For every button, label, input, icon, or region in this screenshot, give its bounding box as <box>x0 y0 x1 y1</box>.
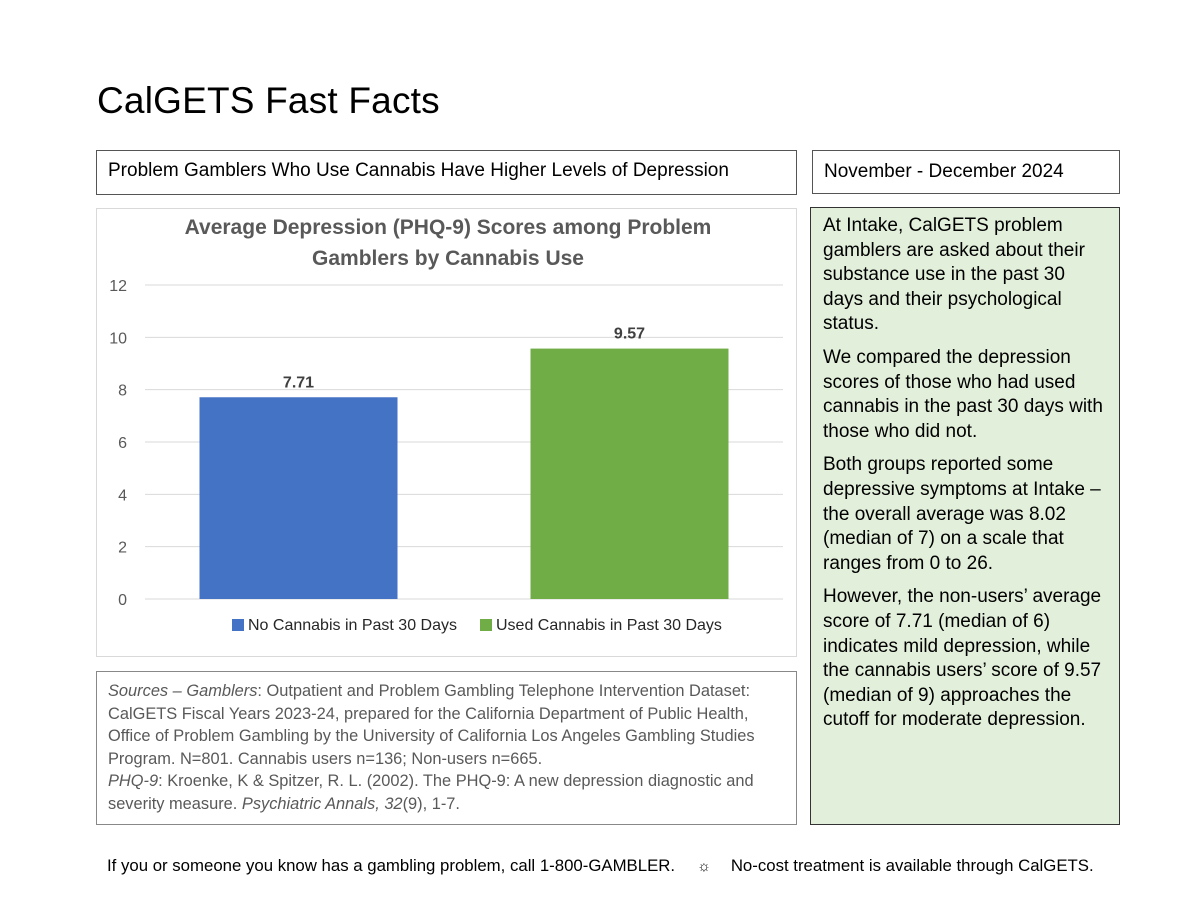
page-title: CalGETS Fast Facts <box>97 80 440 121</box>
summary-paragraph-3: Both groups reported some depressive sym… <box>823 454 1101 574</box>
headline-box: Problem Gamblers Who Use Cannabis Have H… <box>96 150 797 195</box>
legend-label: Used Cannabis in Past 30 Days <box>496 617 722 634</box>
summary-paragraph-2: We compared the depression scores of tho… <box>823 346 1103 442</box>
y-tick-label: 0 <box>118 592 127 609</box>
legend-swatch <box>480 619 492 631</box>
chart-title-line-1: Average Depression (PHQ-9) Scores among … <box>185 216 712 239</box>
data-label: 9.57 <box>614 326 645 343</box>
footer-treatment-text: No-cost treatment is available through C… <box>730 856 1094 875</box>
y-tick-label: 2 <box>118 540 127 557</box>
sources-box: Sources – Gamblers: Outpatient and Probl… <box>96 671 797 825</box>
sun-icon: ☼ <box>697 858 711 875</box>
phq-citation: PHQ-9: Kroenke, K & Spitzer, R. L. (2002… <box>108 770 785 815</box>
bar <box>199 397 398 599</box>
y-tick-label: 4 <box>118 487 127 504</box>
footer: If you or someone you know has a gamblin… <box>107 856 1094 876</box>
summary-paragraph-4: However, the non-users’ average score of… <box>823 586 1102 731</box>
chart-title-line-2: Gamblers by Cannabis Use <box>312 247 584 270</box>
date-range-text: November - December 2024 <box>824 161 1064 182</box>
phq-label: PHQ-9 <box>108 772 159 791</box>
y-axis: 0 2 4 6 8 10 12 <box>109 278 127 609</box>
journal-name: Psychiatric Annals, 32 <box>241 794 403 813</box>
legend-label: No Cannabis in Past 30 Days <box>248 617 457 634</box>
headline-text: Problem Gamblers Who Use Cannabis Have H… <box>108 160 729 181</box>
sources-text: : Outpatient and Problem Gambling Teleph… <box>108 682 755 768</box>
journal-issue: (9), 1-7. <box>402 794 460 813</box>
bars: 7.71 9.57 <box>199 326 729 599</box>
data-label: 7.71 <box>283 374 314 391</box>
phq-text: : Kroenke, K & Spitzer, R. L. (2002). Th… <box>108 772 754 813</box>
summary-paragraph-1: At Intake, CalGETS problem gamblers are … <box>823 215 1085 335</box>
sources-citation: Sources – Gamblers: Outpatient and Probl… <box>108 680 785 770</box>
bar <box>530 348 729 599</box>
summary-panel: At Intake, CalGETS problem gamblers are … <box>810 207 1120 825</box>
y-tick-label: 8 <box>118 383 127 400</box>
footer-helpline-text: If you or someone you know has a gamblin… <box>107 856 676 875</box>
bar-chart: Average Depression (PHQ-9) Scores among … <box>109 216 783 634</box>
date-range-box: November - December 2024 <box>812 150 1120 194</box>
y-tick-label: 10 <box>109 330 127 347</box>
sources-label: Sources – Gamblers <box>108 682 258 700</box>
y-tick-label: 12 <box>109 278 127 295</box>
legend-swatch <box>232 619 244 631</box>
legend: No Cannabis in Past 30 Days Used Cannabis… <box>232 617 722 634</box>
y-tick-label: 6 <box>118 435 127 452</box>
chart-container: Average Depression (PHQ-9) Scores among … <box>96 208 797 657</box>
